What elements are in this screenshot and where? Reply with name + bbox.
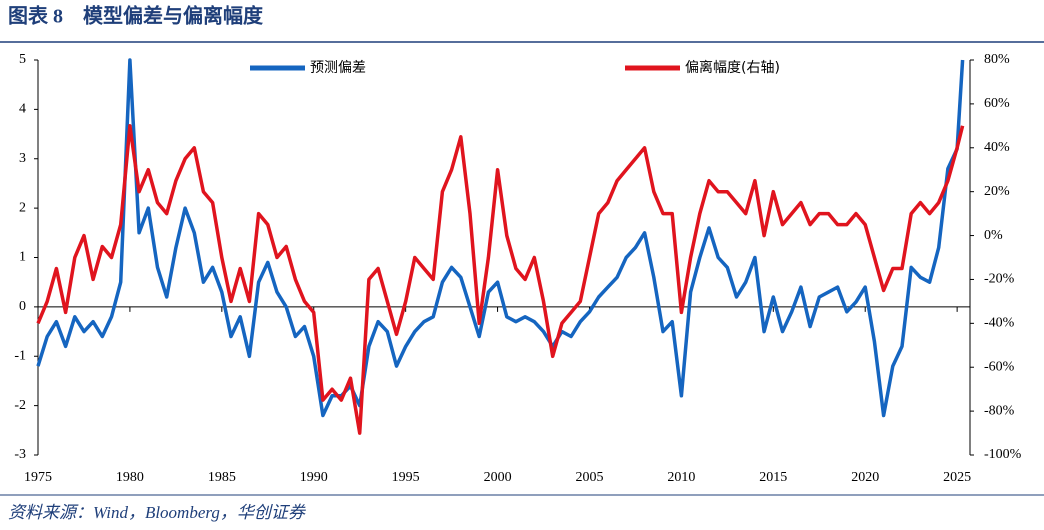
y2-tick-label: 20% — [984, 184, 1010, 199]
x-tick-label: 1985 — [208, 470, 236, 485]
y2-tick-label: -20% — [984, 272, 1015, 287]
y2-tick-label: -80% — [984, 403, 1015, 418]
y-tick-label: 0 — [19, 299, 26, 314]
x-tick-label: 1980 — [116, 470, 144, 485]
x-tick-label: 1975 — [24, 470, 52, 485]
y2-tick-label: -40% — [984, 316, 1015, 331]
y-tick-label: 3 — [19, 151, 26, 166]
legend-label: 预测偏差 — [310, 60, 366, 76]
x-tick-label: 2010 — [667, 470, 695, 485]
y2-tick-label: -60% — [984, 359, 1015, 374]
series-line — [36, 58, 965, 418]
legend-label: 偏离幅度(右轴) — [685, 59, 780, 76]
x-tick-label: 2020 — [851, 470, 879, 485]
y2-tick-label: -100% — [984, 447, 1022, 462]
x-tick-label: 2005 — [575, 470, 603, 485]
y2-tick-label: 60% — [984, 96, 1010, 111]
y-tick-label: 1 — [19, 250, 26, 265]
source: 资料来源：Wind，Bloomberg，华创证券 — [8, 503, 307, 522]
y-tick-label: 2 — [19, 200, 26, 215]
y-tick-label: -3 — [14, 447, 26, 462]
series-line — [36, 124, 965, 435]
x-tick-label: 1990 — [300, 470, 328, 485]
y2-tick-label: 40% — [984, 140, 1010, 155]
y-tick-label: -2 — [14, 398, 26, 413]
x-tick-label: 2015 — [759, 470, 787, 485]
x-tick-label: 2000 — [484, 470, 512, 485]
y-tick-label: -1 — [14, 348, 26, 363]
y2-tick-label: 80% — [984, 52, 1010, 67]
y-tick-label: 5 — [19, 52, 26, 67]
x-tick-label: 2025 — [943, 470, 971, 485]
y-tick-label: 4 — [19, 102, 26, 117]
x-tick-label: 1995 — [392, 470, 420, 485]
y2-tick-label: 0% — [984, 228, 1003, 243]
chart-title: 图表 8 模型偏差与偏离幅度 — [8, 4, 264, 28]
